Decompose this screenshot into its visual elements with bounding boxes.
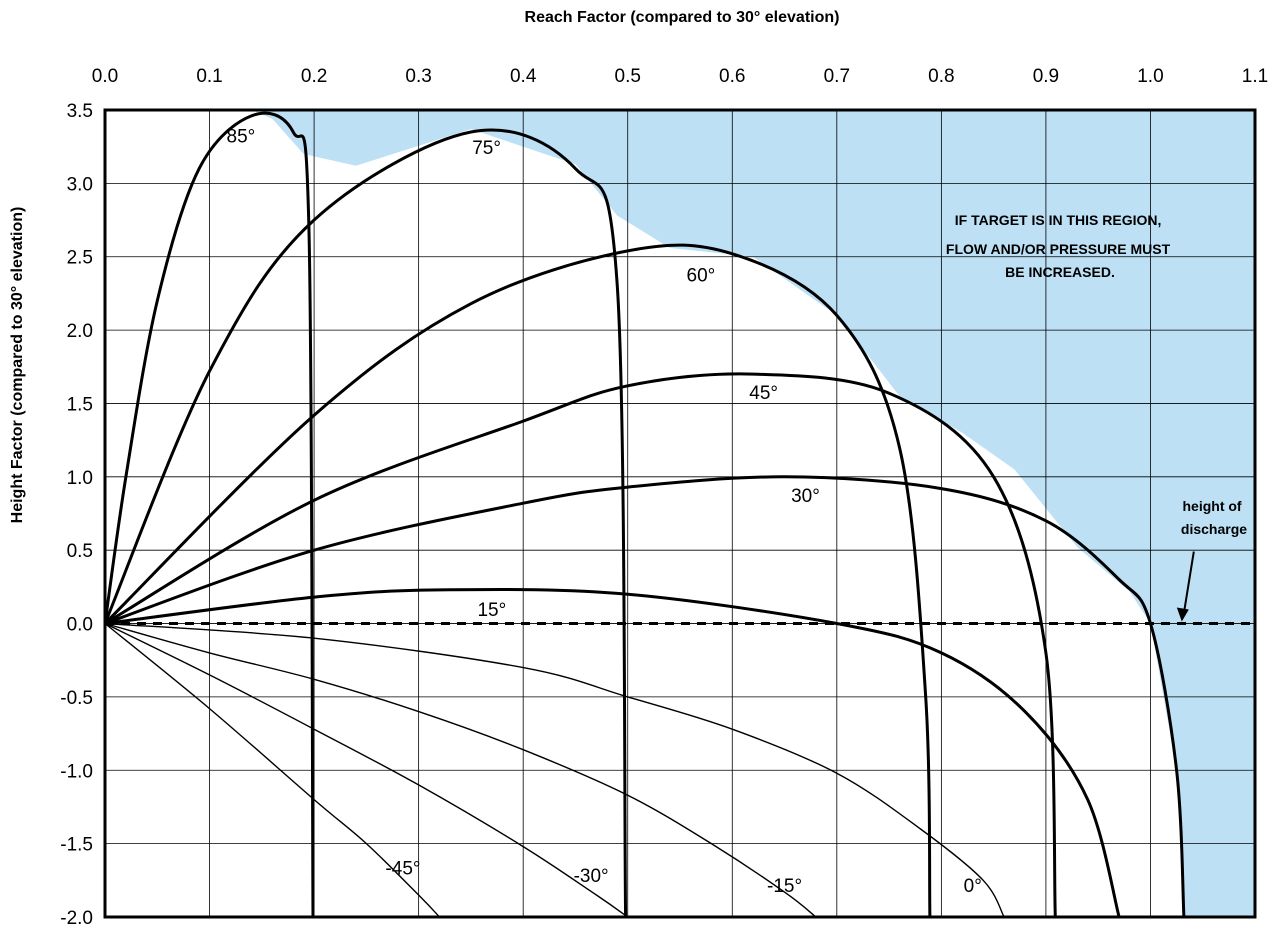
discharge-label-line-2: discharge xyxy=(1181,521,1247,537)
x-tick-label: 0.7 xyxy=(824,66,850,87)
shaded-region xyxy=(251,110,1255,917)
y-tick-label: 3.5 xyxy=(67,101,93,122)
y-tick-label: 3.0 xyxy=(67,174,93,195)
curve-label-15°: 15° xyxy=(477,600,506,621)
y-tick-label: 0.0 xyxy=(67,615,93,636)
x-tick-label: 0.4 xyxy=(510,66,537,87)
region-note-line-1: IF TARGET IS IN THIS REGION, xyxy=(955,212,1162,228)
region-note-line-2: FLOW AND/OR PRESSURE MUST xyxy=(946,241,1171,257)
curve-label-0°: 0° xyxy=(964,876,982,897)
curve-label--45°: -45° xyxy=(385,858,420,879)
x-tick-label: 0.2 xyxy=(301,66,327,87)
region-note-line-3: BE INCREASED. xyxy=(1005,264,1115,280)
y-tick-label: -1.0 xyxy=(60,761,93,782)
y-tick-label: 1.0 xyxy=(67,468,93,489)
x-tick-label: 0.3 xyxy=(405,66,431,87)
curve-label--30°: -30° xyxy=(574,866,609,887)
curve-label-60°: 60° xyxy=(687,266,716,287)
x-axis-title: Reach Factor (compared to 30° elevation) xyxy=(525,9,840,26)
y-tick-label: 2.5 xyxy=(67,248,93,269)
curve-label-30°: 30° xyxy=(791,486,820,507)
y-tick-label: 1.5 xyxy=(67,394,93,415)
y-axis-title: Height Factor (compared to 30° elevation… xyxy=(9,207,26,524)
x-tick-label: 1.1 xyxy=(1242,66,1268,87)
x-tick-label: 0.8 xyxy=(928,66,954,87)
x-tick-label: 0.9 xyxy=(1033,66,1059,87)
trajectory-curve-15 xyxy=(105,589,1119,917)
x-tick-label: 0.5 xyxy=(615,66,641,87)
x-tick-label: 0.1 xyxy=(196,66,222,87)
y-tick-label: 2.0 xyxy=(67,321,93,342)
y-tick-label: -0.5 xyxy=(60,688,93,709)
discharge-label-line-1: height of xyxy=(1183,498,1242,514)
trajectory-curve-45 xyxy=(105,374,1055,917)
y-tick-label: 0.5 xyxy=(67,541,93,562)
trajectory-curve-60 xyxy=(105,245,930,917)
x-tick-label: 0.0 xyxy=(92,66,118,87)
y-tick-label: -2.0 xyxy=(60,908,93,929)
curve-label-45°: 45° xyxy=(749,383,778,404)
x-tick-label: 1.0 xyxy=(1137,66,1163,87)
x-tick-label: 0.6 xyxy=(719,66,745,87)
curve-label--15°: -15° xyxy=(767,876,802,897)
y-tick-label: -1.5 xyxy=(60,835,93,856)
curve-label-85°: 85° xyxy=(227,126,256,147)
curve-label-75°: 75° xyxy=(472,138,501,159)
shaded-region-layer xyxy=(251,110,1255,917)
trajectory-curve-75 xyxy=(105,130,626,917)
